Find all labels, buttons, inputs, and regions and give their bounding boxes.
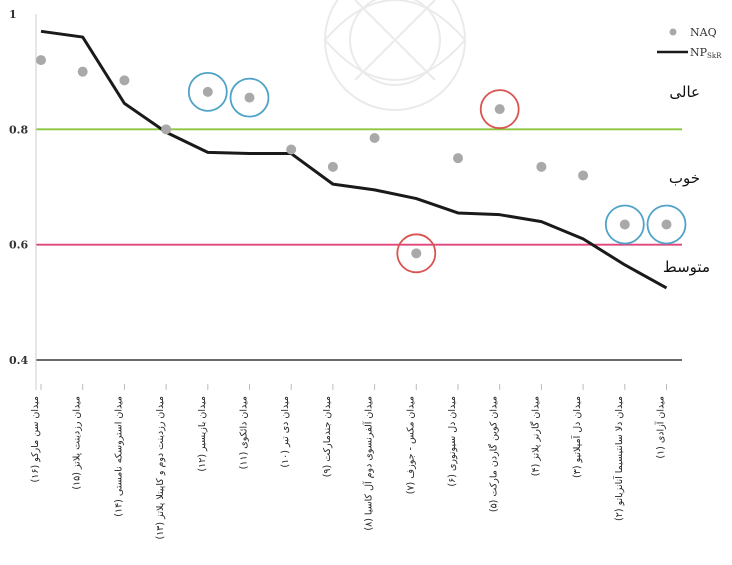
naq-point (661, 219, 672, 230)
legend-np-subscript: SkR (707, 52, 722, 60)
category-label: (۱۵) میدان رزدینت پلاتز (72, 396, 83, 490)
category-label: (۱) میدان آزادی (654, 396, 667, 459)
category-label: (۱۴) میدان استروسکه نامستی (113, 396, 124, 517)
category-label: (۱۱) میدان دائکوی (239, 396, 250, 469)
legend-np-label: NPSkR (690, 46, 722, 60)
legend: NAQ NPSkR (657, 26, 722, 60)
naq-point (453, 153, 463, 164)
category-label: (۷) میدان مکس - جوزف (405, 396, 416, 494)
naq-point (161, 124, 172, 135)
naq-point (244, 92, 255, 103)
y-tick-label: 0.8 (9, 123, 28, 136)
naq-point (578, 170, 589, 181)
naq-point (494, 104, 505, 115)
np-series (40, 29, 668, 290)
category-label: (۶) میدان دل سیونوری (447, 396, 458, 487)
category-label: (۸) میدان آلفرنسوی دوم آل کاسیا (362, 396, 375, 531)
highlight-circles (187, 71, 687, 274)
category-label: (۴) میدان گارنر پلاتز (529, 396, 541, 476)
zone-label-good: خوب (669, 169, 700, 187)
highlight-circle (396, 233, 437, 274)
naq-point (536, 161, 547, 172)
category-label: (۳) میدان دل آمپلاتیو (570, 396, 583, 478)
naq-point (369, 132, 380, 143)
highlight-circle (187, 71, 228, 112)
x-axis-ticks (40, 384, 667, 390)
legend-naq-label: NAQ (690, 26, 717, 39)
category-label: (۱۲) میدان بازیسیر (197, 396, 208, 472)
zone-label-excellent: عالی (669, 83, 700, 101)
zone-label-medium: متوسط (663, 258, 710, 276)
highlight-circle (229, 77, 270, 118)
naq-point (411, 248, 422, 259)
category-labels: (۱۶) میدان سن مارکو (۱۵) میدان رزدینت پلا… (30, 396, 667, 540)
y-tick-label: 1 (9, 8, 17, 21)
category-label: (۹) میدان جندمارکت (322, 396, 333, 477)
naq-point (119, 75, 130, 86)
category-label: (۲) میدان دلا سانتیسیما آنانزیاتو (612, 396, 625, 521)
y-axis-ticks: 1 0.8 0.6 0.4 (9, 8, 28, 367)
category-label: (۵) میدان کوین گاردن مارکت (488, 396, 500, 512)
naq-point (36, 55, 46, 66)
highlight-circle (479, 89, 520, 130)
naq-point (286, 144, 297, 155)
legend-np-name: NP (690, 46, 708, 59)
legend-naq-marker (669, 28, 677, 36)
naq-point (327, 161, 338, 172)
reference-lines (36, 128, 682, 361)
naq-series (36, 55, 672, 259)
naq-point (619, 219, 630, 230)
y-tick-label: 0.4 (9, 354, 28, 367)
highlight-circle (646, 204, 687, 245)
category-label: (۱۶) میدان سن مارکو (30, 396, 41, 482)
category-label: (۱۰) میدان دی تیر (280, 396, 291, 468)
highlight-circle (604, 204, 645, 245)
np-line (40, 29, 668, 290)
naq-point (77, 66, 88, 77)
category-label: (۱۳) میدان رزدینت دوم و کاپیتلا پلاتز (155, 396, 166, 540)
y-tick-label: 0.6 (9, 239, 28, 252)
naq-point (202, 86, 213, 97)
watermark-ornament (323, 0, 467, 111)
